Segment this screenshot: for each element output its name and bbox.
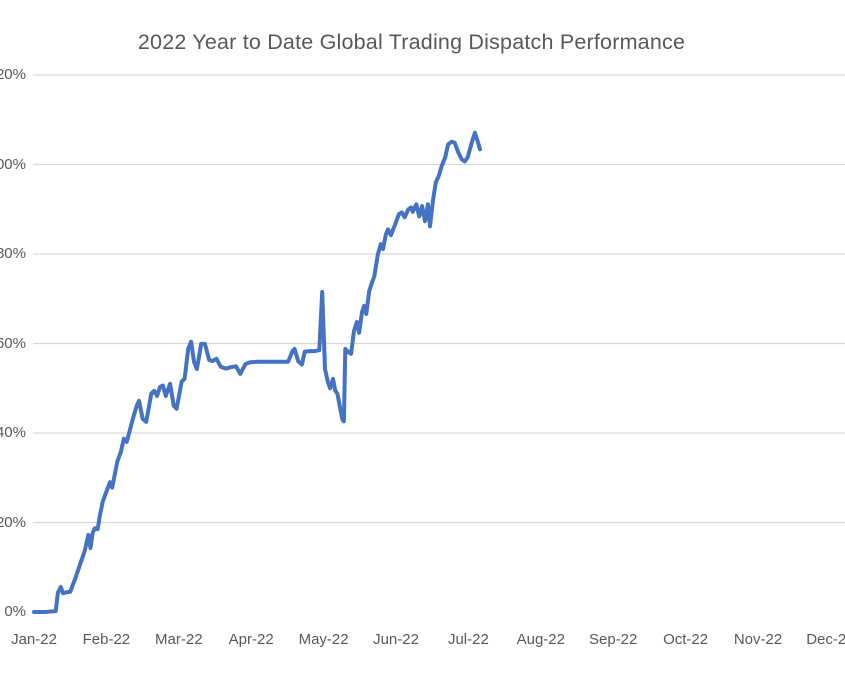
x-tick-label: Apr-22 xyxy=(228,631,274,648)
y-tick-label: 120% xyxy=(0,66,26,83)
x-tick-label: Jan-22 xyxy=(11,631,57,648)
y-tick-label: 0% xyxy=(4,603,26,620)
performance-line-series xyxy=(32,130,482,614)
x-tick-label: Sep-22 xyxy=(589,631,638,648)
y-tick-label: 20% xyxy=(0,513,26,531)
x-tick-label: Nov-22 xyxy=(733,631,783,648)
x-tick-label: Jul-22 xyxy=(447,631,489,648)
x-tick-label: Dec-22 xyxy=(806,631,845,648)
x-tick-label: Jun-22 xyxy=(373,631,419,648)
x-tick-label: Aug-22 xyxy=(516,631,565,648)
x-tick-label: Oct-22 xyxy=(663,631,709,648)
y-tick-label: 80% xyxy=(0,245,26,262)
chart-title: 2022 Year to Date Global Trading Dispatc… xyxy=(137,30,686,54)
y-tick-label: 60% xyxy=(0,334,26,352)
x-tick-label: May-22 xyxy=(298,631,349,648)
y-tick-label: 100% xyxy=(0,155,26,173)
y-tick-label: 40% xyxy=(0,424,26,441)
x-tick-label: Feb-22 xyxy=(82,631,131,648)
x-tick-label: Mar-22 xyxy=(155,631,203,648)
